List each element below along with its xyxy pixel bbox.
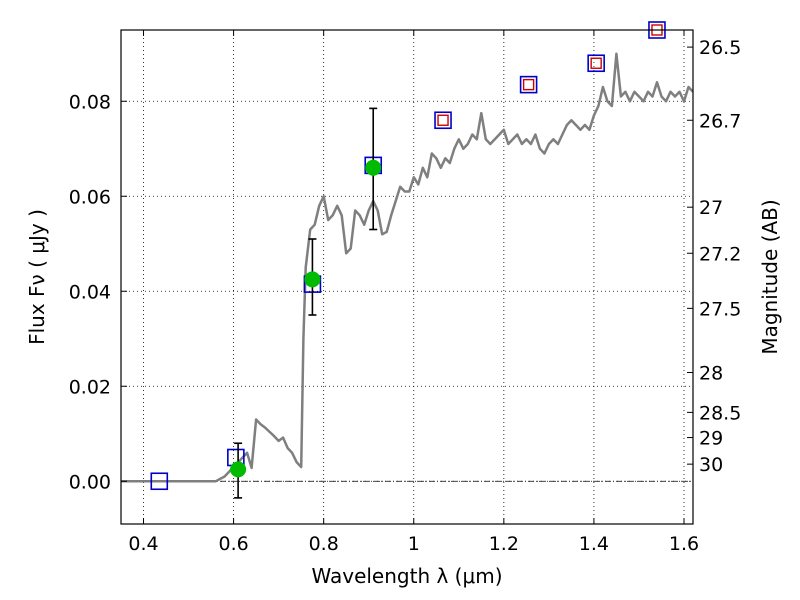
y-axis-label: Flux Fν ( μJy ) [25,209,49,345]
plot-frame [120,29,694,525]
measurement-circle-marker [304,271,321,288]
x-tick-label: 1 [408,533,420,555]
measurement-circle-marker [230,461,247,478]
model-square-marker [590,57,602,69]
x-tick-label: 0.4 [128,533,158,555]
data-layer [121,52,693,483]
model-square-marker [522,78,535,91]
spectrum-line [121,52,693,483]
x-axis-label: Wavelength λ (μm) [311,564,502,588]
y2-tick-label: 28.5 [699,402,741,424]
photometry-square-marker [519,75,538,94]
y2-tick-label: 26.5 [699,37,741,59]
photometry-square-marker [434,111,452,130]
y-tick-label: 0.04 [69,281,111,303]
x-tick-label: 0.8 [309,533,339,555]
y2-axis-label: Magnitude (AB) [758,199,782,354]
model-square-marker [437,114,449,126]
y2-tick-label: 30 [699,454,723,476]
y2-tick-label: 26.7 [699,110,741,132]
y-tick-label: 0.08 [69,91,111,113]
y-tick-label: 0.06 [69,186,111,208]
x-tick-label: 1.4 [579,533,609,555]
x-tick-label: 1.2 [489,533,519,555]
y2-tick-label: 29 [699,428,723,450]
y2-tick-label: 27.2 [699,243,741,265]
marker-layer [150,21,666,499]
photometry-square-marker [150,472,169,491]
y2-tick-label: 27 [699,197,723,219]
x-tick-label: 1.6 [669,533,699,555]
x-tick-label: 0.6 [218,533,248,555]
y2-tick-label: 27.5 [699,298,741,320]
y-tick-label: 0.02 [69,376,111,398]
photometry-square-marker [587,54,605,73]
y2-tick-label: 28 [699,362,723,384]
y-tick-label: 0.00 [69,471,111,493]
ticks: 0.4 0.6 0.8 1 1.2 1.4 1.6 0.00 0.02 0.04 0.06 0.08 2… [69,30,741,555]
grid [121,30,693,524]
measurement-circle-marker [365,159,382,176]
